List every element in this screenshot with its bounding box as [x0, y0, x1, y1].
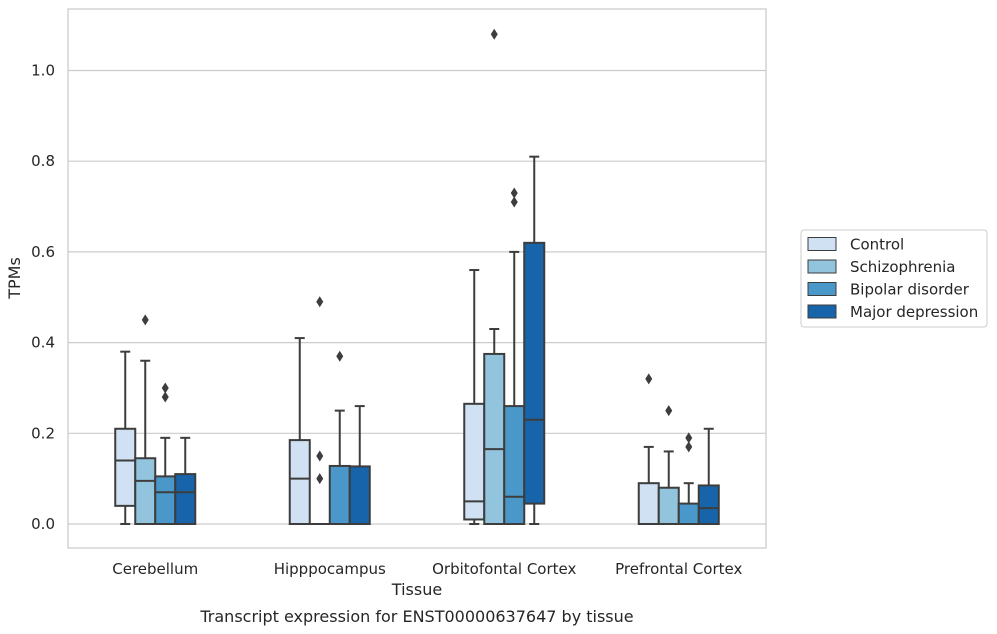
box-schizophrenia [657, 405, 680, 525]
box-rect [657, 486, 680, 525]
box-rect [114, 427, 137, 507]
legend-swatch [807, 282, 837, 296]
box-bipolar-disorder [503, 187, 526, 525]
y-tick-label: 0.8 [31, 152, 55, 170]
box-rect [523, 241, 546, 505]
y-axis-label: TPMs [5, 257, 24, 300]
box-major-depression [697, 427, 720, 526]
box-rect [328, 464, 351, 525]
outlier-marker [510, 196, 518, 208]
box-schizophrenia [134, 314, 157, 525]
outlier-marker [490, 28, 498, 40]
outlier-marker [336, 350, 344, 362]
box-control [288, 337, 311, 526]
x-tick-label: Cerebellum [112, 560, 198, 578]
legend-swatch [807, 259, 837, 274]
outlier-marker [645, 373, 653, 385]
box-series [114, 28, 720, 526]
box-rect [348, 465, 371, 525]
box-control [637, 373, 660, 525]
box-rect [697, 484, 720, 526]
legend-label: Schizophrenia [850, 258, 955, 276]
x-tick-label: Hipppocampus [274, 560, 386, 578]
legend-label: Control [850, 236, 904, 254]
outlier-marker [685, 441, 693, 453]
outlier-marker [141, 314, 149, 326]
y-tick-label: 0.6 [31, 243, 55, 261]
outlier-marker [316, 473, 324, 485]
box-rect [483, 352, 506, 525]
box-schizophrenia [483, 28, 506, 525]
x-axis-ticks: Cerebellum Hipppocampus Orbitofontal Corte… [112, 560, 742, 578]
y-tick-label: 0.2 [31, 424, 55, 442]
outlier-marker [161, 382, 169, 394]
box-rect [637, 482, 660, 525]
box-rect [288, 439, 311, 526]
y-axis-ticks: 0.0 0.2 0.4 0.6 0.8 1.0 [31, 62, 55, 534]
legend-label: Bipolar disorder [850, 281, 970, 299]
box-bipolar-disorder [677, 432, 700, 525]
legend-swatch [807, 237, 837, 251]
box-rect [677, 502, 700, 525]
box-bipolar-disorder [154, 382, 177, 526]
outlier-marker [665, 405, 673, 417]
box-rect [174, 473, 197, 525]
x-axis-label: Tissue [391, 580, 442, 599]
plot-frame [67, 8, 767, 549]
x-tick-label: Prefrontal Cortex [615, 560, 742, 578]
box-schizophrenia [308, 296, 331, 526]
outlier-marker [685, 432, 693, 444]
legend-label: Major depression [850, 303, 978, 321]
outlier-marker [161, 391, 169, 403]
box-major-depression [523, 155, 546, 525]
y-tick-label: 0.0 [31, 515, 55, 533]
box-major-depression [348, 405, 371, 525]
y-tick-label: 1.0 [31, 62, 55, 80]
legend: Control Schizophrenia Bipolar disorder Majo… [800, 229, 988, 328]
outlier-marker [316, 296, 324, 308]
outlier-marker [510, 187, 518, 199]
x-tick-label: Orbitofontal Cortex [432, 560, 576, 578]
y-tick-label: 0.4 [31, 334, 55, 352]
legend-swatch [807, 304, 837, 319]
box-rect [154, 475, 177, 526]
box-bipolar-disorder [328, 350, 351, 525]
box-rect [134, 457, 157, 525]
box-control [114, 350, 137, 525]
legend-frame [800, 229, 988, 328]
box-major-depression [174, 436, 197, 525]
chart-caption: Transcript expression for ENST0000063764… [199, 607, 633, 626]
outlier-marker [316, 450, 324, 462]
box-rect [503, 405, 526, 525]
